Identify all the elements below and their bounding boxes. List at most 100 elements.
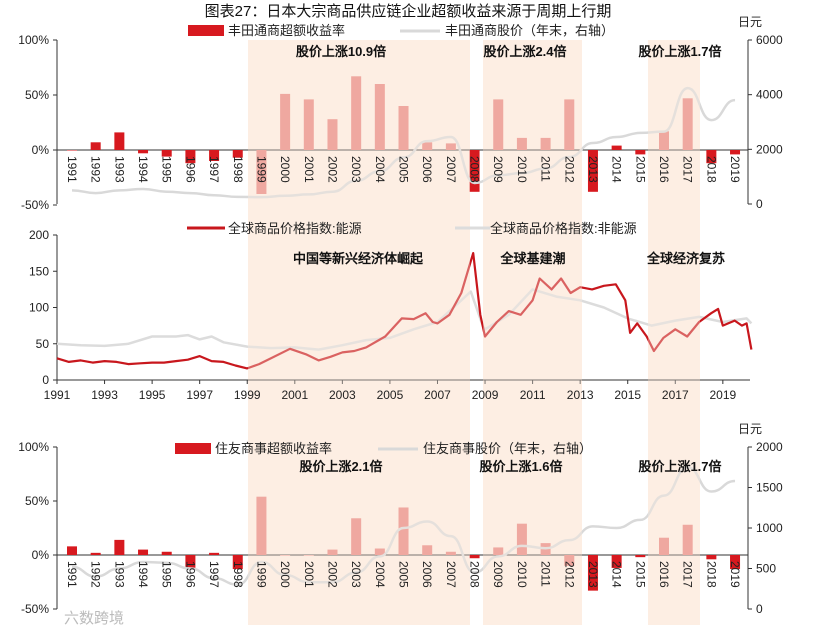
right-tick-label: 1500 [756,481,783,495]
energy-line [56,252,753,370]
x-tick-label: 2014 [610,561,624,588]
period-annotation: 股价上涨2.1倍 [299,459,382,474]
right-tick-label: 500 [756,562,776,576]
x-tick-label: 2003 [349,156,363,183]
period-annotation: 股价上涨1.6倍 [479,459,562,474]
x-tick-label: 2005 [397,561,411,588]
bar-1994 [138,150,149,154]
bar-2012 [564,555,575,566]
left-tick-label: -50% [21,198,49,212]
bar-1993 [114,132,125,150]
x-tick-label: 1994 [136,561,150,588]
left-tick-label: 0% [32,143,50,157]
x-tick-label: 2011 [539,156,553,182]
right-tick-label: 0 [756,602,763,616]
legend-label-energy: 全球商品价格指数:能源 [228,221,362,236]
bar-2014 [611,145,622,150]
x-tick-label: 2017 [681,561,695,588]
period-annotation: 股价上涨1.7倍 [638,44,721,59]
x-tick-label: 2007 [424,388,451,402]
bar-1997 [209,552,220,555]
shaded-period-overlay [248,40,470,625]
watermark: 六数跨境 [64,609,124,625]
bar-2002 [327,119,338,150]
bar-2001 [303,555,314,556]
bar-2005 [398,507,409,555]
bar-2003 [351,518,362,555]
x-tick-label: 1997 [207,561,221,588]
x-tick-label: 1991 [65,561,79,588]
right-tick-label: 4000 [756,88,783,102]
x-tick-label: 1999 [254,156,268,183]
legend-label-bar: 丰田通商超额收益率 [228,23,345,38]
x-tick-label: 1991 [65,156,79,183]
bar-2004 [374,84,385,150]
x-tick-label: 1999 [234,388,261,402]
bar-1994 [138,549,149,555]
bar-2001 [303,99,314,150]
x-tick-label: 2007 [444,156,458,183]
bar-2013 [587,555,598,591]
x-tick-label: 2013 [586,156,600,183]
period-annotation: 中国等新兴经济体崛起 [293,251,424,266]
left-tick-label: 50% [25,88,49,102]
legend-label-line: 住友商事股价（年末，右轴） [423,441,592,456]
bar-2012 [564,99,575,150]
bar-2015 [635,150,646,155]
right-tick-label: 2000 [756,440,783,454]
x-tick-label: 2006 [420,561,434,588]
bar-2019 [730,555,741,570]
chart-title: 图表27：日本大宗商品供应链企业超额收益来源于周期上行期 [205,2,612,20]
x-tick-label: 2012 [562,561,576,588]
y-tick-label: 150 [29,264,49,278]
x-tick-label: 1993 [112,561,126,588]
left-tick-label: 0% [32,548,50,562]
shaded-period-overlay [648,40,700,625]
x-tick-label: 1995 [160,561,174,588]
x-tick-label: 1997 [207,156,221,183]
x-tick-label: 1998 [231,561,245,588]
x-tick-label: 2009 [491,561,505,588]
x-tick-label: 2010 [515,156,529,183]
bar-2000 [280,93,291,150]
y-tick-label: 0 [42,373,49,387]
bar-1995 [161,150,172,157]
x-tick-label: 2018 [704,156,718,183]
x-tick-label: 2011 [539,561,553,587]
bar-1998 [232,150,243,158]
x-tick-label: 2012 [562,156,576,183]
x-tick-label: 1995 [160,156,174,183]
bar-2017 [682,524,693,555]
shaded-overlay [248,40,700,625]
bar-2016 [659,131,669,150]
bar-2008 [469,555,480,559]
x-tick-label: 2004 [373,156,387,183]
x-tick-label: 2005 [397,156,411,183]
bar-2010 [516,137,527,150]
x-tick-label: 2016 [657,561,671,588]
x-tick-label: 2000 [278,561,292,588]
x-tick-label: 2007 [444,561,458,588]
bar-2018 [706,150,717,164]
x-tick-label: 2002 [325,561,339,588]
bar-1999 [256,150,267,194]
x-tick-label: 2017 [662,388,689,402]
x-tick-label: 2008 [468,561,482,588]
bar-2006 [422,545,433,555]
bar-2019 [730,150,741,155]
bar-2016 [659,537,669,555]
bar-2009 [493,547,504,555]
bar-2011 [540,137,551,150]
x-tick-label: 1997 [186,388,213,402]
x-tick-label: 2000 [278,156,292,183]
x-tick-label: 1998 [231,156,245,183]
bar-2000 [280,555,291,556]
bar-2013 [587,150,598,192]
x-tick-label: 2003 [349,561,363,588]
x-tick-label: 1993 [91,388,118,402]
x-tick-label: 2019 [728,156,742,183]
left-tick-label: 100% [18,440,49,454]
legend-swatch-bar [175,443,211,454]
bar-1997 [209,150,220,161]
